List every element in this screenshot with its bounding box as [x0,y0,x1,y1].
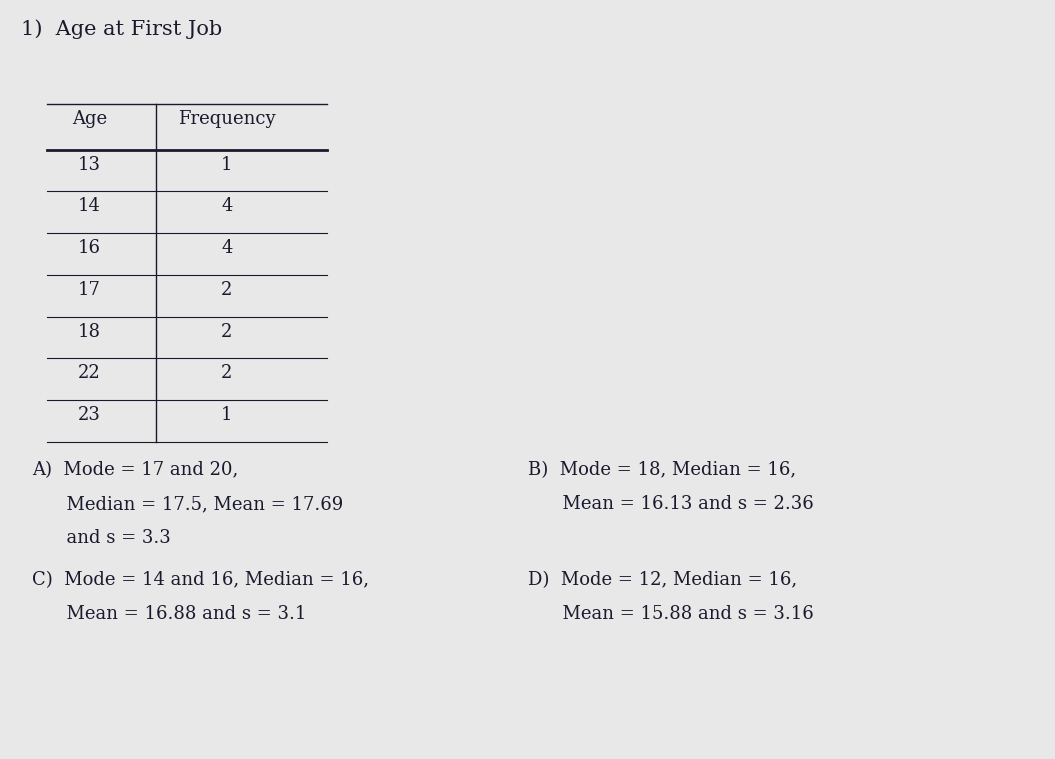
Text: D)  Mode = 12, Median = 16,: D) Mode = 12, Median = 16, [528,571,797,589]
Text: 14: 14 [78,197,101,216]
Text: 1: 1 [222,406,232,424]
Text: Frequency: Frequency [178,110,275,128]
Text: 22: 22 [78,364,101,383]
Text: 18: 18 [78,323,101,341]
Text: 4: 4 [222,239,232,257]
Text: 13: 13 [78,156,101,174]
Text: 1)  Age at First Job: 1) Age at First Job [21,19,223,39]
Text: Mean = 15.88 and s = 3.16: Mean = 15.88 and s = 3.16 [528,605,813,623]
Text: A)  Mode = 17 and 20,: A) Mode = 17 and 20, [32,461,237,479]
Text: 2: 2 [222,364,232,383]
Text: 4: 4 [222,197,232,216]
Text: and s = 3.3: and s = 3.3 [32,529,171,547]
Text: 2: 2 [222,323,232,341]
Text: Mean = 16.88 and s = 3.1: Mean = 16.88 and s = 3.1 [32,605,306,623]
Text: 23: 23 [78,406,101,424]
Text: Age: Age [72,110,108,128]
Text: 2: 2 [222,281,232,299]
Text: B)  Mode = 18, Median = 16,: B) Mode = 18, Median = 16, [528,461,795,479]
Text: Mean = 16.13 and s = 2.36: Mean = 16.13 and s = 2.36 [528,495,813,513]
Text: C)  Mode = 14 and 16, Median = 16,: C) Mode = 14 and 16, Median = 16, [32,571,368,589]
Text: 17: 17 [78,281,101,299]
Text: Median = 17.5, Mean = 17.69: Median = 17.5, Mean = 17.69 [32,495,343,513]
Text: 1: 1 [222,156,232,174]
Text: 16: 16 [78,239,101,257]
